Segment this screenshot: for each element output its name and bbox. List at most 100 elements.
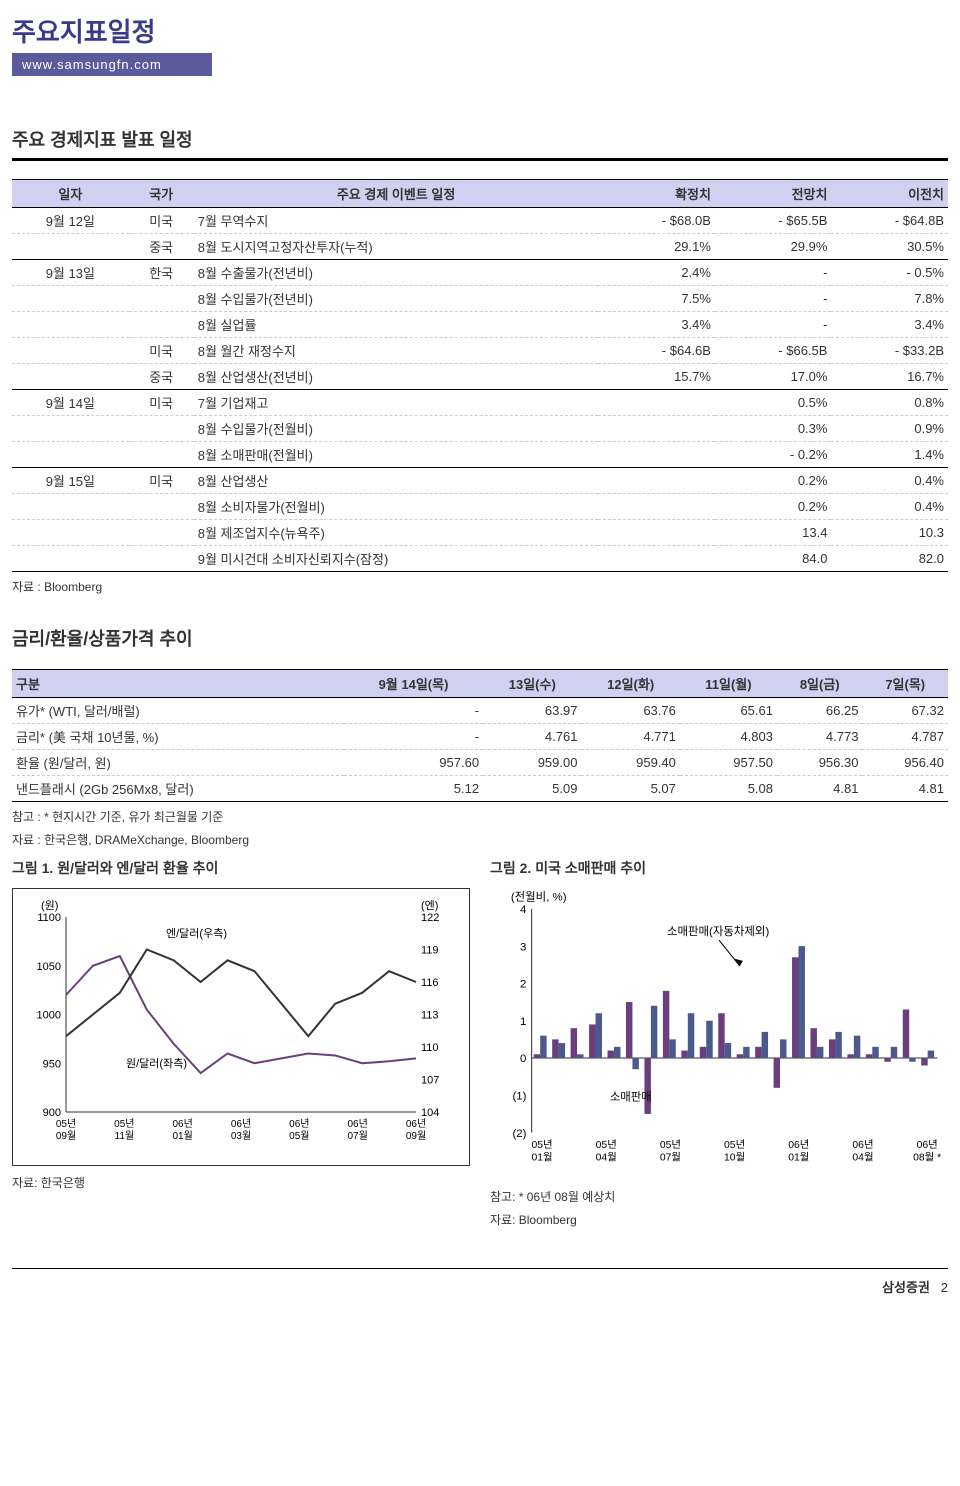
svg-text:엔/달러(우측): 엔/달러(우측) <box>166 927 227 940</box>
svg-text:01월: 01월 <box>788 1152 809 1164</box>
chart1-title: 그림 1. 원/달러와 엔/달러 환율 추이 <box>12 858 470 878</box>
svg-text:(엔): (엔) <box>421 899 438 912</box>
svg-text:3: 3 <box>520 941 526 953</box>
table-header: 7일(목) <box>862 670 948 698</box>
table-row: 9월 15일미국8월 산업생산0.2%0.4% <box>12 468 948 494</box>
svg-text:0: 0 <box>520 1053 526 1065</box>
svg-text:2: 2 <box>520 979 526 991</box>
svg-text:1: 1 <box>520 1016 526 1028</box>
svg-text:08월 *: 08월 * <box>913 1152 941 1164</box>
section1-source: 자료 : Bloomberg <box>12 578 948 595</box>
table-header: 12일(화) <box>581 670 679 698</box>
footer-page: 2 <box>941 1280 948 1295</box>
svg-text:06년: 06년 <box>348 1118 368 1130</box>
svg-text:05년: 05년 <box>660 1139 681 1151</box>
table-row: 9월 14일미국7월 기업재고0.5%0.8% <box>12 390 948 416</box>
table-row: 8월 수입물가(전월비)0.3%0.9% <box>12 416 948 442</box>
price-table: 구분9월 14일(목)13일(수)12일(화)11일(월)8일(금)7일(목) … <box>12 669 948 802</box>
footer-brand: 삼성증권 <box>882 1280 930 1295</box>
svg-text:09월: 09월 <box>56 1130 76 1142</box>
chart2-title: 그림 2. 미국 소매판매 추이 <box>490 858 948 878</box>
table-row: 9월 12일미국7월 무역수지- $68.0B- $65.5B- $64.8B <box>12 208 948 234</box>
svg-text:116: 116 <box>421 977 439 989</box>
svg-text:10월: 10월 <box>724 1152 745 1164</box>
table-row: 8월 소비자물가(전월비)0.2%0.4% <box>12 494 948 520</box>
svg-text:(1): (1) <box>512 1090 526 1102</box>
schedule-table: 일자국가주요 경제 이벤트 일정확정치전망치이전치 9월 12일미국7월 무역수… <box>12 179 948 572</box>
svg-text:113: 113 <box>421 1010 439 1022</box>
section2-note: 참고 : * 현지시간 기준, 유가 최근월물 기준 <box>12 808 948 825</box>
chart1-source: 자료: 한국은행 <box>12 1174 470 1191</box>
svg-text:06년: 06년 <box>852 1139 873 1151</box>
table-header: 확정치 <box>598 180 715 208</box>
section2-title: 금리/환율/상품가격 추이 <box>12 625 948 651</box>
table-row: 환율 (원/달러, 원)957.60959.00959.40957.50956.… <box>12 750 948 776</box>
table-row: 8월 소매판매(전월비)- 0.2%1.4% <box>12 442 948 468</box>
svg-text:06년: 06년 <box>917 1139 938 1151</box>
table-row: 중국8월 산업생산(전년비)15.7%17.0%16.7% <box>12 364 948 390</box>
svg-text:06년: 06년 <box>406 1118 426 1130</box>
svg-text:01월: 01월 <box>531 1152 552 1164</box>
svg-text:소매판매: 소매판매 <box>610 1091 652 1104</box>
svg-text:1000: 1000 <box>37 1010 61 1022</box>
table-header: 전망치 <box>715 180 832 208</box>
svg-text:104: 104 <box>421 1107 439 1119</box>
table-row: 미국8월 월간 재정수지- $64.6B- $66.5B- $33.2B <box>12 338 948 364</box>
svg-text:11월: 11월 <box>115 1130 135 1142</box>
svg-text:06년: 06년 <box>173 1118 193 1130</box>
svg-text:(2): (2) <box>512 1128 526 1140</box>
svg-text:05년: 05년 <box>114 1118 134 1130</box>
svg-text:05년: 05년 <box>531 1139 552 1151</box>
chart2-box: (전월비, %)(2)(1)0123405년01월05년04월05년07월05년… <box>490 888 948 1182</box>
table-row: 8월 제조업지수(뉴욕주)13.410.3 <box>12 520 948 546</box>
svg-text:06년: 06년 <box>289 1118 309 1130</box>
svg-text:(원): (원) <box>41 899 58 912</box>
section1-title: 주요 경제지표 발표 일정 <box>12 126 948 161</box>
svg-text:05년: 05년 <box>56 1118 76 1130</box>
svg-text:900: 900 <box>43 1107 61 1119</box>
svg-text:05년: 05년 <box>596 1139 617 1151</box>
table-header: 8일(금) <box>777 670 862 698</box>
svg-text:06년: 06년 <box>231 1118 251 1130</box>
section2-source: 자료 : 한국은행, DRAMeXchange, Bloomberg <box>12 831 948 848</box>
page-title: 주요지표일정 <box>12 12 948 49</box>
svg-text:07월: 07월 <box>348 1130 368 1142</box>
svg-text:(전월비, %): (전월비, %) <box>511 890 567 903</box>
table-row: 9월 미시건대 소비자신뢰지수(잠정)84.082.0 <box>12 546 948 572</box>
table-header: 9월 14일(목) <box>344 670 483 698</box>
svg-text:01월: 01월 <box>173 1130 193 1142</box>
svg-text:05월: 05월 <box>289 1130 309 1142</box>
svg-text:06년: 06년 <box>788 1139 809 1151</box>
svg-text:05년: 05년 <box>724 1139 745 1151</box>
table-header: 13일(수) <box>483 670 581 698</box>
table-header: 구분 <box>12 670 344 698</box>
table-row: 9월 13일한국8월 수출물가(전년비)2.4%-- 0.5% <box>12 260 948 286</box>
table-row: 낸드플래시 (2Gb 256Mx8, 달러)5.125.095.075.084.… <box>12 776 948 802</box>
table-header: 이전치 <box>831 180 948 208</box>
table-header: 일자 <box>12 180 129 208</box>
chart1-box: 900950100010501100104107110113116119122(… <box>12 888 470 1166</box>
svg-text:107: 107 <box>421 1075 439 1087</box>
table-row: 8월 실업률3.4%-3.4% <box>12 312 948 338</box>
table-header: 주요 경제 이벤트 일정 <box>194 180 599 208</box>
svg-text:09월: 09월 <box>406 1130 426 1142</box>
svg-text:03월: 03월 <box>231 1130 251 1142</box>
svg-text:1100: 1100 <box>37 912 61 924</box>
svg-text:원/달러(좌측): 원/달러(좌측) <box>126 1057 187 1070</box>
table-row: 유가* (WTI, 달러/배럴)-63.9763.7665.6166.2567.… <box>12 698 948 724</box>
svg-text:110: 110 <box>421 1042 439 1054</box>
chart2-source: 자료: Bloomberg <box>490 1211 948 1228</box>
table-row: 중국8월 도시지역고정자산투자(누적)29.1%29.9%30.5% <box>12 234 948 260</box>
svg-text:122: 122 <box>421 912 439 924</box>
table-header: 11일(월) <box>680 670 777 698</box>
svg-text:4: 4 <box>520 904 527 916</box>
svg-text:07월: 07월 <box>660 1152 681 1164</box>
chart2-note: 참고: * 06년 08월 예상치 <box>490 1188 948 1205</box>
table-header: 국가 <box>129 180 194 208</box>
svg-text:04월: 04월 <box>852 1152 873 1164</box>
svg-text:119: 119 <box>421 945 439 957</box>
table-row: 8월 수입물가(전년비)7.5%-7.8% <box>12 286 948 312</box>
svg-text:04월: 04월 <box>596 1152 617 1164</box>
svg-text:소매판매(자동차제외): 소매판매(자동차제외) <box>667 925 770 938</box>
svg-text:1050: 1050 <box>37 961 61 973</box>
